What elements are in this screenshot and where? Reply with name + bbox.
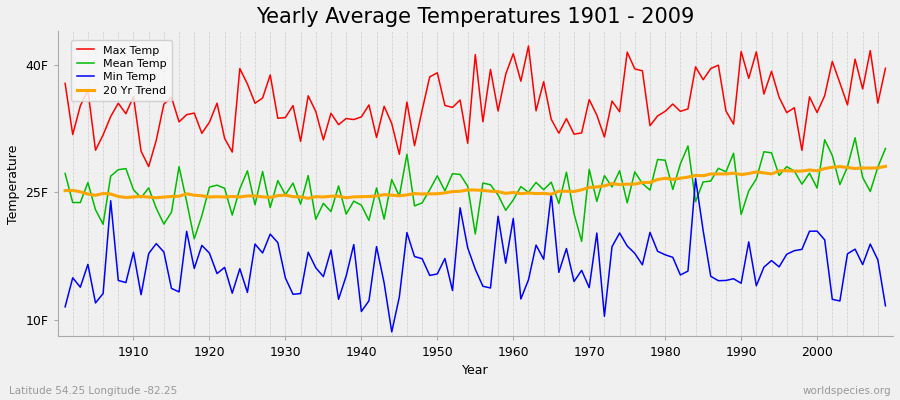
Max Temp <box>59 81 70 86</box>
Title: Yearly Average Temperatures 1901 - 2009: Yearly Average Temperatures 1901 - 2009 <box>256 7 695 27</box>
Min Temp <box>607 244 617 249</box>
Line: Min Temp: Min Temp <box>65 178 886 332</box>
Max Temp <box>508 51 518 56</box>
20 Yr Trend <box>121 195 131 200</box>
Text: Latitude 54.25 Longitude -82.25: Latitude 54.25 Longitude -82.25 <box>9 386 177 396</box>
Min Temp <box>690 176 701 181</box>
Min Temp <box>59 304 70 309</box>
20 Yr Trend <box>302 196 313 201</box>
Max Temp <box>121 111 131 116</box>
20 Yr Trend <box>508 190 518 195</box>
Max Temp <box>614 109 625 114</box>
Line: Mean Temp: Mean Temp <box>65 138 886 241</box>
Mean Temp <box>850 136 860 140</box>
Max Temp <box>341 116 352 121</box>
Mean Temp <box>576 239 587 244</box>
Mean Temp <box>333 184 344 188</box>
20 Yr Trend <box>607 181 617 186</box>
20 Yr Trend <box>341 195 352 200</box>
Min Temp <box>288 292 299 297</box>
20 Yr Trend <box>59 188 70 193</box>
Line: 20 Yr Trend: 20 Yr Trend <box>65 166 886 198</box>
Mean Temp <box>607 184 617 189</box>
Mean Temp <box>121 166 131 171</box>
20 Yr Trend <box>516 191 526 196</box>
Min Temp <box>121 280 131 285</box>
20 Yr Trend <box>288 194 299 199</box>
Mean Temp <box>59 171 70 176</box>
Text: worldspecies.org: worldspecies.org <box>803 386 891 396</box>
Mean Temp <box>500 208 511 213</box>
Max Temp <box>143 164 154 169</box>
Mean Temp <box>880 146 891 151</box>
Legend: Max Temp, Mean Temp, Min Temp, 20 Yr Trend: Max Temp, Mean Temp, Min Temp, 20 Yr Tre… <box>71 40 172 102</box>
Max Temp <box>295 139 306 144</box>
20 Yr Trend <box>880 164 891 169</box>
Line: Max Temp: Max Temp <box>65 46 886 166</box>
Mean Temp <box>288 181 299 186</box>
Max Temp <box>523 44 534 48</box>
Min Temp <box>508 216 518 221</box>
Min Temp <box>880 304 891 308</box>
Min Temp <box>386 330 397 334</box>
Min Temp <box>516 296 526 301</box>
Mean Temp <box>508 198 518 202</box>
Y-axis label: Temperature: Temperature <box>7 144 20 224</box>
Max Temp <box>880 66 891 71</box>
Min Temp <box>333 297 344 302</box>
X-axis label: Year: Year <box>462 364 489 377</box>
Max Temp <box>516 79 526 84</box>
